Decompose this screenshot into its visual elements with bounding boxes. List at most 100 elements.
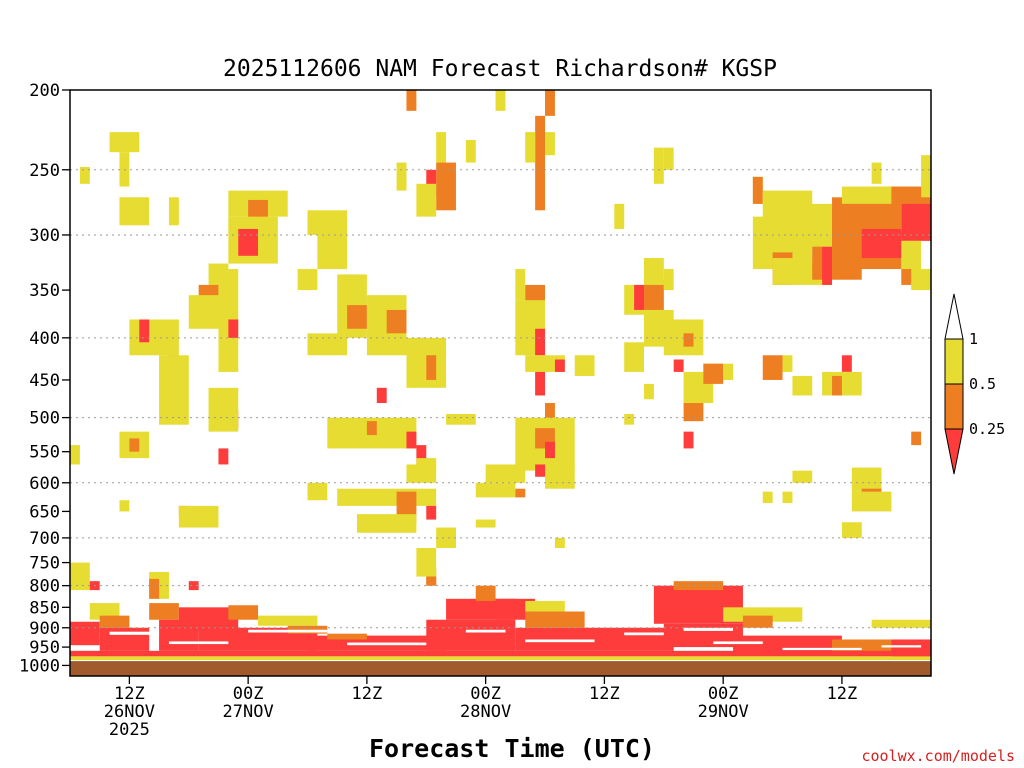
ri-cell-white — [881, 645, 922, 648]
ri-cell-red — [70, 621, 100, 646]
ri-cell-red — [426, 619, 516, 651]
ri-cell-orange — [149, 578, 160, 599]
x-tick-label: 2025 — [109, 720, 150, 740]
ri-cell-red — [535, 464, 546, 477]
ri-cell-red — [841, 355, 852, 372]
ri-cell-orange — [545, 90, 555, 116]
ri-cell-orange — [683, 333, 694, 347]
ri-cell-white — [782, 647, 862, 651]
ri-cell-yellow — [178, 505, 219, 528]
x-tick-label: 29NOV — [698, 702, 749, 722]
ri-cell-orange — [386, 309, 407, 334]
ri-cell-yellow — [475, 519, 496, 528]
colorbar-segment — [944, 383, 964, 430]
ri-cell-yellow — [782, 355, 793, 372]
ri-cell-yellow — [554, 537, 565, 548]
ri-cell-red — [733, 635, 842, 653]
ri-cell-orange — [426, 355, 437, 380]
ri-cell-orange — [703, 363, 724, 384]
colorbar: 1 0.5 0.25 — [944, 293, 1005, 475]
ri-cell-yellow — [159, 355, 189, 425]
ri-cell-yellow — [485, 464, 526, 483]
ri-cell-yellow — [297, 269, 318, 291]
ri-cell-yellow — [79, 166, 90, 184]
ri-cell-yellow — [337, 488, 437, 506]
ri-cell-yellow — [495, 90, 506, 111]
ri-cell-orange — [149, 603, 179, 620]
heatmap-cells — [70, 90, 931, 661]
ri-cell-orange — [347, 305, 367, 329]
ri-cell-yellow — [515, 269, 526, 301]
ri-cell-yellow — [624, 414, 635, 425]
ri-cell-orange — [406, 90, 417, 111]
y-tick-label: 400 — [29, 329, 60, 349]
y-tick-label: 250 — [29, 161, 60, 181]
ri-cell-orange — [327, 633, 367, 640]
ri-cell-yellow — [436, 132, 447, 163]
ri-cell-orange — [644, 279, 664, 320]
y-tick-label: 850 — [29, 598, 60, 618]
credit-link[interactable]: coolwx.com/models — [861, 747, 1015, 765]
ri-cell-red — [99, 627, 150, 651]
ri-cell-orange — [832, 375, 842, 396]
colorbar-upper-triangle — [944, 293, 964, 340]
ri-cell-yellow — [218, 269, 239, 372]
ri-cell-red — [554, 359, 565, 372]
ri-cell-red — [822, 246, 833, 285]
ri-cell-yellow — [416, 183, 437, 217]
ri-cell-white — [713, 641, 763, 645]
ri-cell-red — [673, 359, 684, 372]
ri-cell-yellow — [545, 132, 555, 156]
x-tick-label: 12Z — [827, 684, 858, 704]
ri-cell-yellow — [475, 482, 516, 498]
y-tick-label: 350 — [29, 281, 60, 301]
ri-cell-red — [416, 445, 427, 468]
x-tick-label: 00Z — [233, 684, 264, 704]
ri-cell-yellow — [307, 210, 348, 235]
ri-cell-yellow — [416, 547, 437, 577]
ri-cell-yellow — [119, 197, 150, 226]
y-tick-label: 800 — [29, 577, 60, 597]
ri-cell-yellow — [89, 603, 120, 620]
ri-cell-orange — [228, 605, 259, 620]
ri-cell-yellow — [168, 197, 179, 226]
ri-cell-yellow — [851, 491, 892, 512]
ri-cell-orange — [515, 488, 526, 498]
ri-cell-orange — [366, 421, 377, 436]
ri-cell-orange — [129, 438, 140, 452]
ri-cell-red — [683, 431, 694, 449]
ri-cell-red — [218, 448, 229, 465]
ri-cell-yellow — [653, 147, 664, 184]
x-tick-label: 00Z — [708, 684, 739, 704]
ri-cell-yellow — [841, 522, 862, 538]
plot-frame — [69, 89, 932, 677]
ri-cell-yellow — [792, 470, 813, 483]
ri-cell-red — [535, 371, 546, 396]
ri-cell-yellow — [644, 258, 664, 285]
ri-cell-yellow — [624, 342, 644, 372]
ri-cell-yellow — [357, 514, 417, 533]
ri-cell-yellow — [614, 203, 625, 229]
x-tick-label: 00Z — [470, 684, 501, 704]
ri-cell-red — [406, 431, 417, 449]
ri-cell-orange — [742, 615, 773, 628]
ri-cell-red — [376, 387, 387, 404]
ri-cell-yellow — [208, 387, 239, 432]
ri-cell-yellow — [307, 333, 348, 356]
ri-cell-orange — [545, 403, 555, 432]
ri-cell-red — [634, 284, 644, 310]
ri-cell-orange — [901, 269, 912, 285]
ri-cell-yellow — [396, 162, 407, 191]
ri-cell-yellow — [871, 619, 931, 628]
ri-cell-yellow — [416, 458, 437, 471]
ri-cell-yellow — [762, 491, 773, 504]
ri-cell-yellow — [307, 482, 328, 501]
x-tick-label: 27NOV — [223, 702, 274, 722]
y-tick-label: 650 — [29, 502, 60, 522]
y-tick-label: 900 — [29, 619, 60, 639]
ri-cell-yellow — [871, 162, 882, 184]
y-tick-label: 550 — [29, 443, 60, 463]
plot-background — [70, 90, 931, 676]
ri-cell-red — [70, 650, 931, 657]
